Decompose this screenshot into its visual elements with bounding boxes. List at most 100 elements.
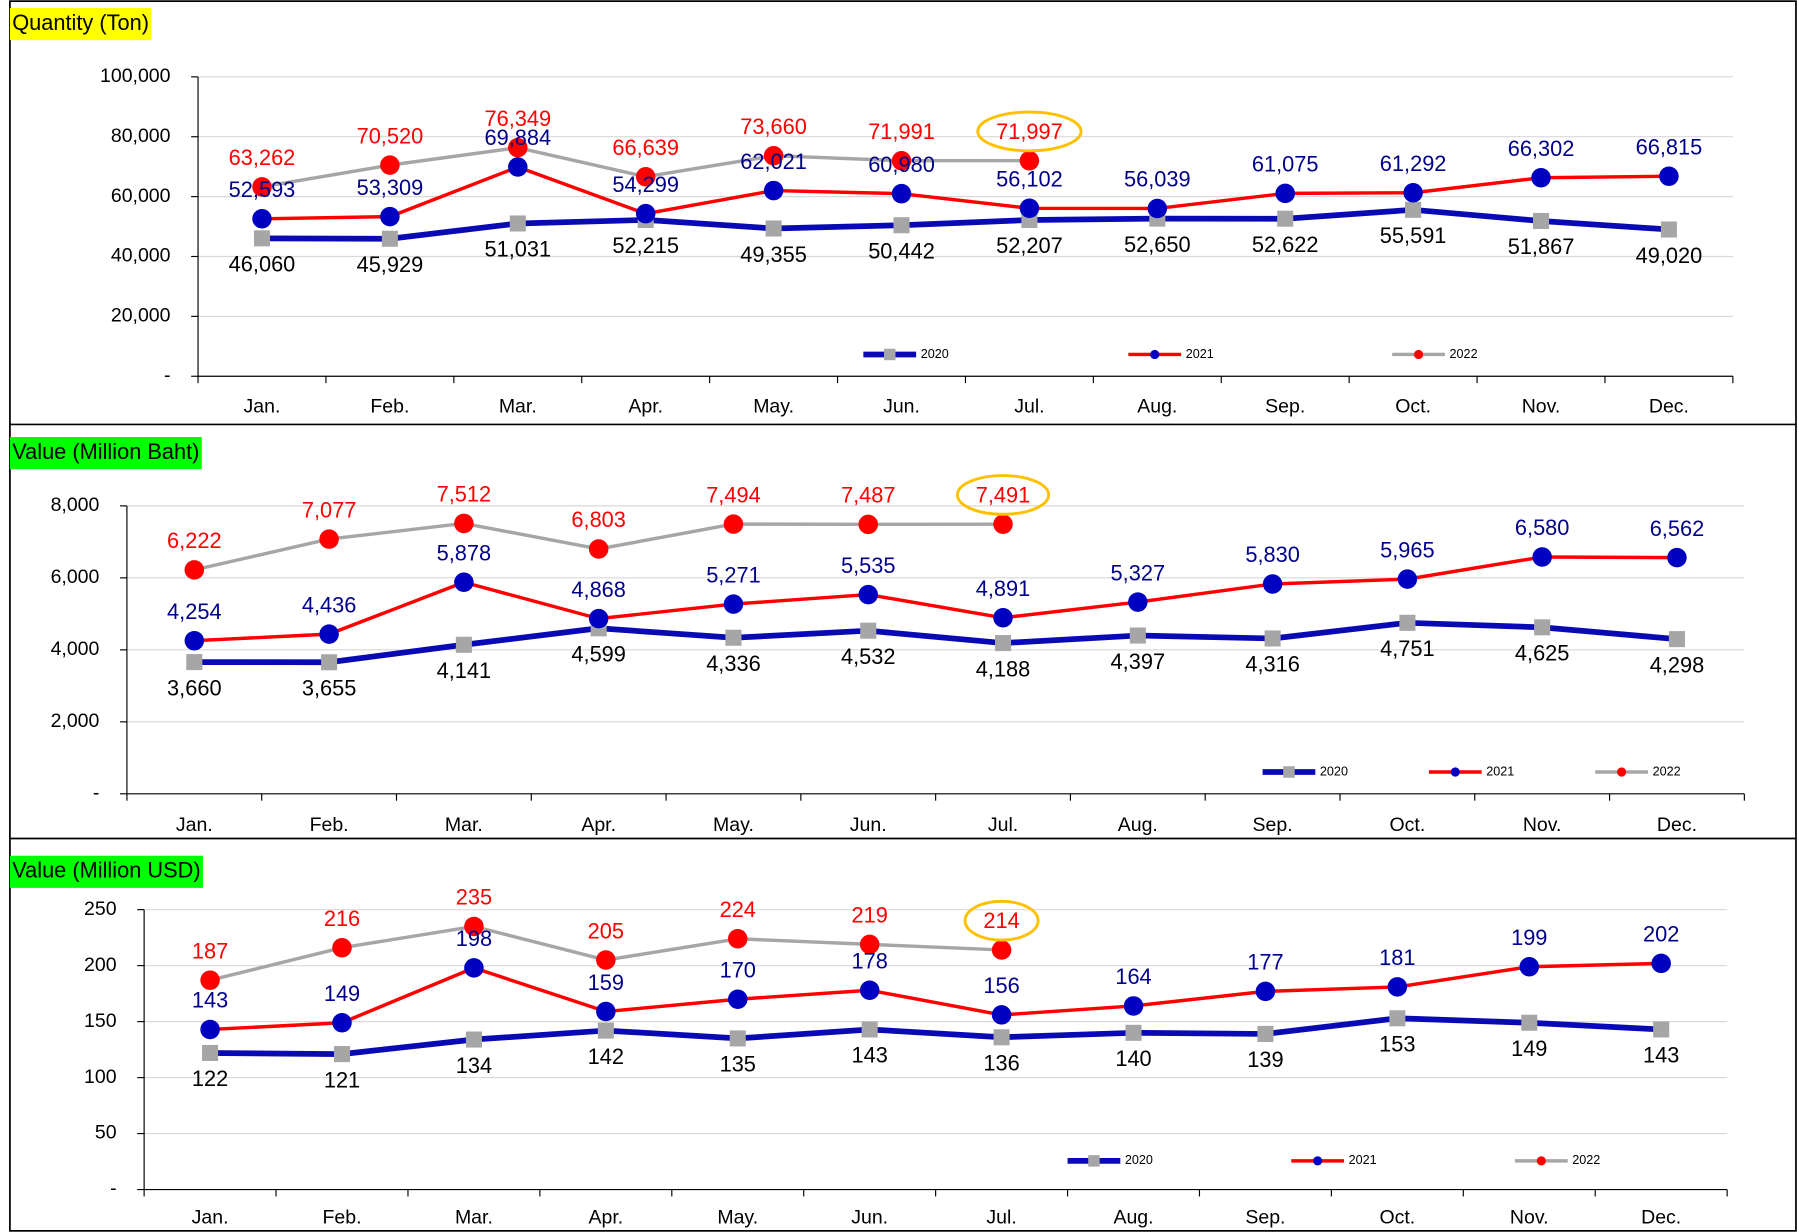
marker: [253, 230, 271, 247]
data-label: 202: [1643, 922, 1679, 947]
x-tick-label: Oct.: [1379, 1206, 1415, 1228]
legend-label: 2022: [1653, 764, 1681, 778]
x-tick-label: Aug.: [1113, 1206, 1153, 1228]
y-tick-label: 100,000: [100, 65, 171, 87]
marker: [1660, 221, 1677, 238]
marker: [508, 137, 528, 158]
data-label: 52,207: [996, 233, 1063, 258]
data-label: 143: [192, 988, 228, 1013]
marker: [596, 950, 616, 970]
x-tick-label: May.: [753, 395, 794, 417]
title-highlight: [9, 437, 202, 470]
data-label: 52,650: [1124, 232, 1191, 257]
marker: [202, 1044, 219, 1061]
data-label: 216: [324, 906, 360, 931]
chart-title: Value (Million Baht): [12, 439, 199, 464]
data-label: 4,316: [1245, 652, 1300, 677]
data-label: 50,442: [868, 239, 935, 264]
marker: [994, 635, 1012, 652]
marker: [728, 989, 748, 1009]
data-label: 159: [588, 970, 624, 995]
marker: [1659, 166, 1679, 186]
data-label: 55,591: [1380, 223, 1447, 248]
marker: [380, 206, 400, 227]
data-label: 66,302: [1508, 136, 1575, 161]
marker: [1277, 210, 1294, 227]
chart-title: Quantity (Ton): [12, 10, 149, 35]
marker: [1275, 183, 1295, 204]
x-tick-label: Nov.: [1522, 395, 1561, 417]
data-label: 235: [456, 885, 492, 910]
marker: [509, 215, 526, 232]
data-label: 69,884: [484, 125, 551, 150]
data-label: 46,060: [229, 252, 296, 277]
data-label: 52,622: [1252, 232, 1319, 257]
data-label: 139: [1247, 1047, 1283, 1072]
marker: [464, 958, 484, 978]
data-label: 6,562: [1650, 516, 1705, 541]
y-tick-label: -: [93, 782, 100, 804]
series-line: [209, 961, 1662, 1032]
x-tick-label: Jun.: [883, 395, 920, 417]
marker: [765, 220, 782, 237]
legend-label: 2021: [1349, 1153, 1377, 1167]
legend-label: 2020: [1320, 764, 1348, 778]
x-tick-label: Mar.: [455, 1206, 493, 1228]
data-label: 4,868: [571, 577, 626, 602]
marker: [1255, 981, 1276, 1002]
data-label: 71,991: [868, 119, 935, 144]
series-line: [194, 619, 1678, 666]
data-label: 178: [852, 948, 888, 973]
marker: [859, 980, 880, 1001]
data-label: 177: [1247, 950, 1283, 975]
x-tick-label: Mar.: [499, 395, 537, 417]
data-label: 224: [720, 897, 756, 922]
marker: [1521, 1014, 1538, 1031]
marker: [1519, 957, 1540, 977]
marker: [991, 1005, 1012, 1025]
legend-label: 2021: [1186, 347, 1214, 361]
y-tick-label: 60,000: [111, 185, 171, 207]
marker: [723, 594, 744, 614]
data-label: 51,031: [484, 237, 551, 262]
marker: [588, 539, 609, 559]
marker: [729, 1030, 746, 1047]
data-label: 134: [456, 1053, 492, 1078]
marker: [1019, 150, 1040, 171]
data-label: 52,215: [612, 233, 679, 258]
marker: [725, 629, 742, 646]
marker: [763, 180, 784, 201]
y-tick-label: 250: [84, 898, 117, 920]
data-label: 122: [192, 1066, 228, 1091]
data-label: 142: [588, 1044, 624, 1069]
marker: [635, 203, 656, 224]
data-label: 187: [192, 938, 228, 963]
legend-marker: [1150, 349, 1160, 360]
marker: [1667, 547, 1687, 568]
marker: [596, 1001, 616, 1022]
data-label: 53,309: [357, 175, 424, 200]
marker: [1531, 167, 1551, 188]
marker: [464, 916, 484, 937]
data-label: 149: [1511, 1036, 1547, 1061]
data-label: 49,355: [740, 242, 807, 267]
y-tick-label: -: [164, 364, 171, 386]
data-label: 7,491: [976, 482, 1031, 507]
x-tick-label: Jul.: [988, 814, 1018, 836]
data-label: 61,075: [1252, 152, 1319, 177]
data-label: 56,039: [1124, 167, 1191, 192]
y-tick-label: 50: [95, 1122, 117, 1144]
marker: [858, 584, 878, 605]
series-line: [194, 555, 1677, 643]
legend-label: 2020: [1125, 1153, 1153, 1167]
x-tick-label: Sep.: [1253, 814, 1293, 836]
marker: [454, 513, 474, 534]
series-line: [261, 206, 1670, 242]
x-tick-label: Dec.: [1641, 1206, 1681, 1228]
marker: [319, 529, 339, 549]
x-tick-label: May.: [713, 814, 754, 836]
x-tick-label: Mar.: [445, 814, 483, 836]
marker: [1147, 198, 1168, 219]
marker: [332, 1012, 352, 1033]
legend-marker: [1313, 1156, 1323, 1166]
